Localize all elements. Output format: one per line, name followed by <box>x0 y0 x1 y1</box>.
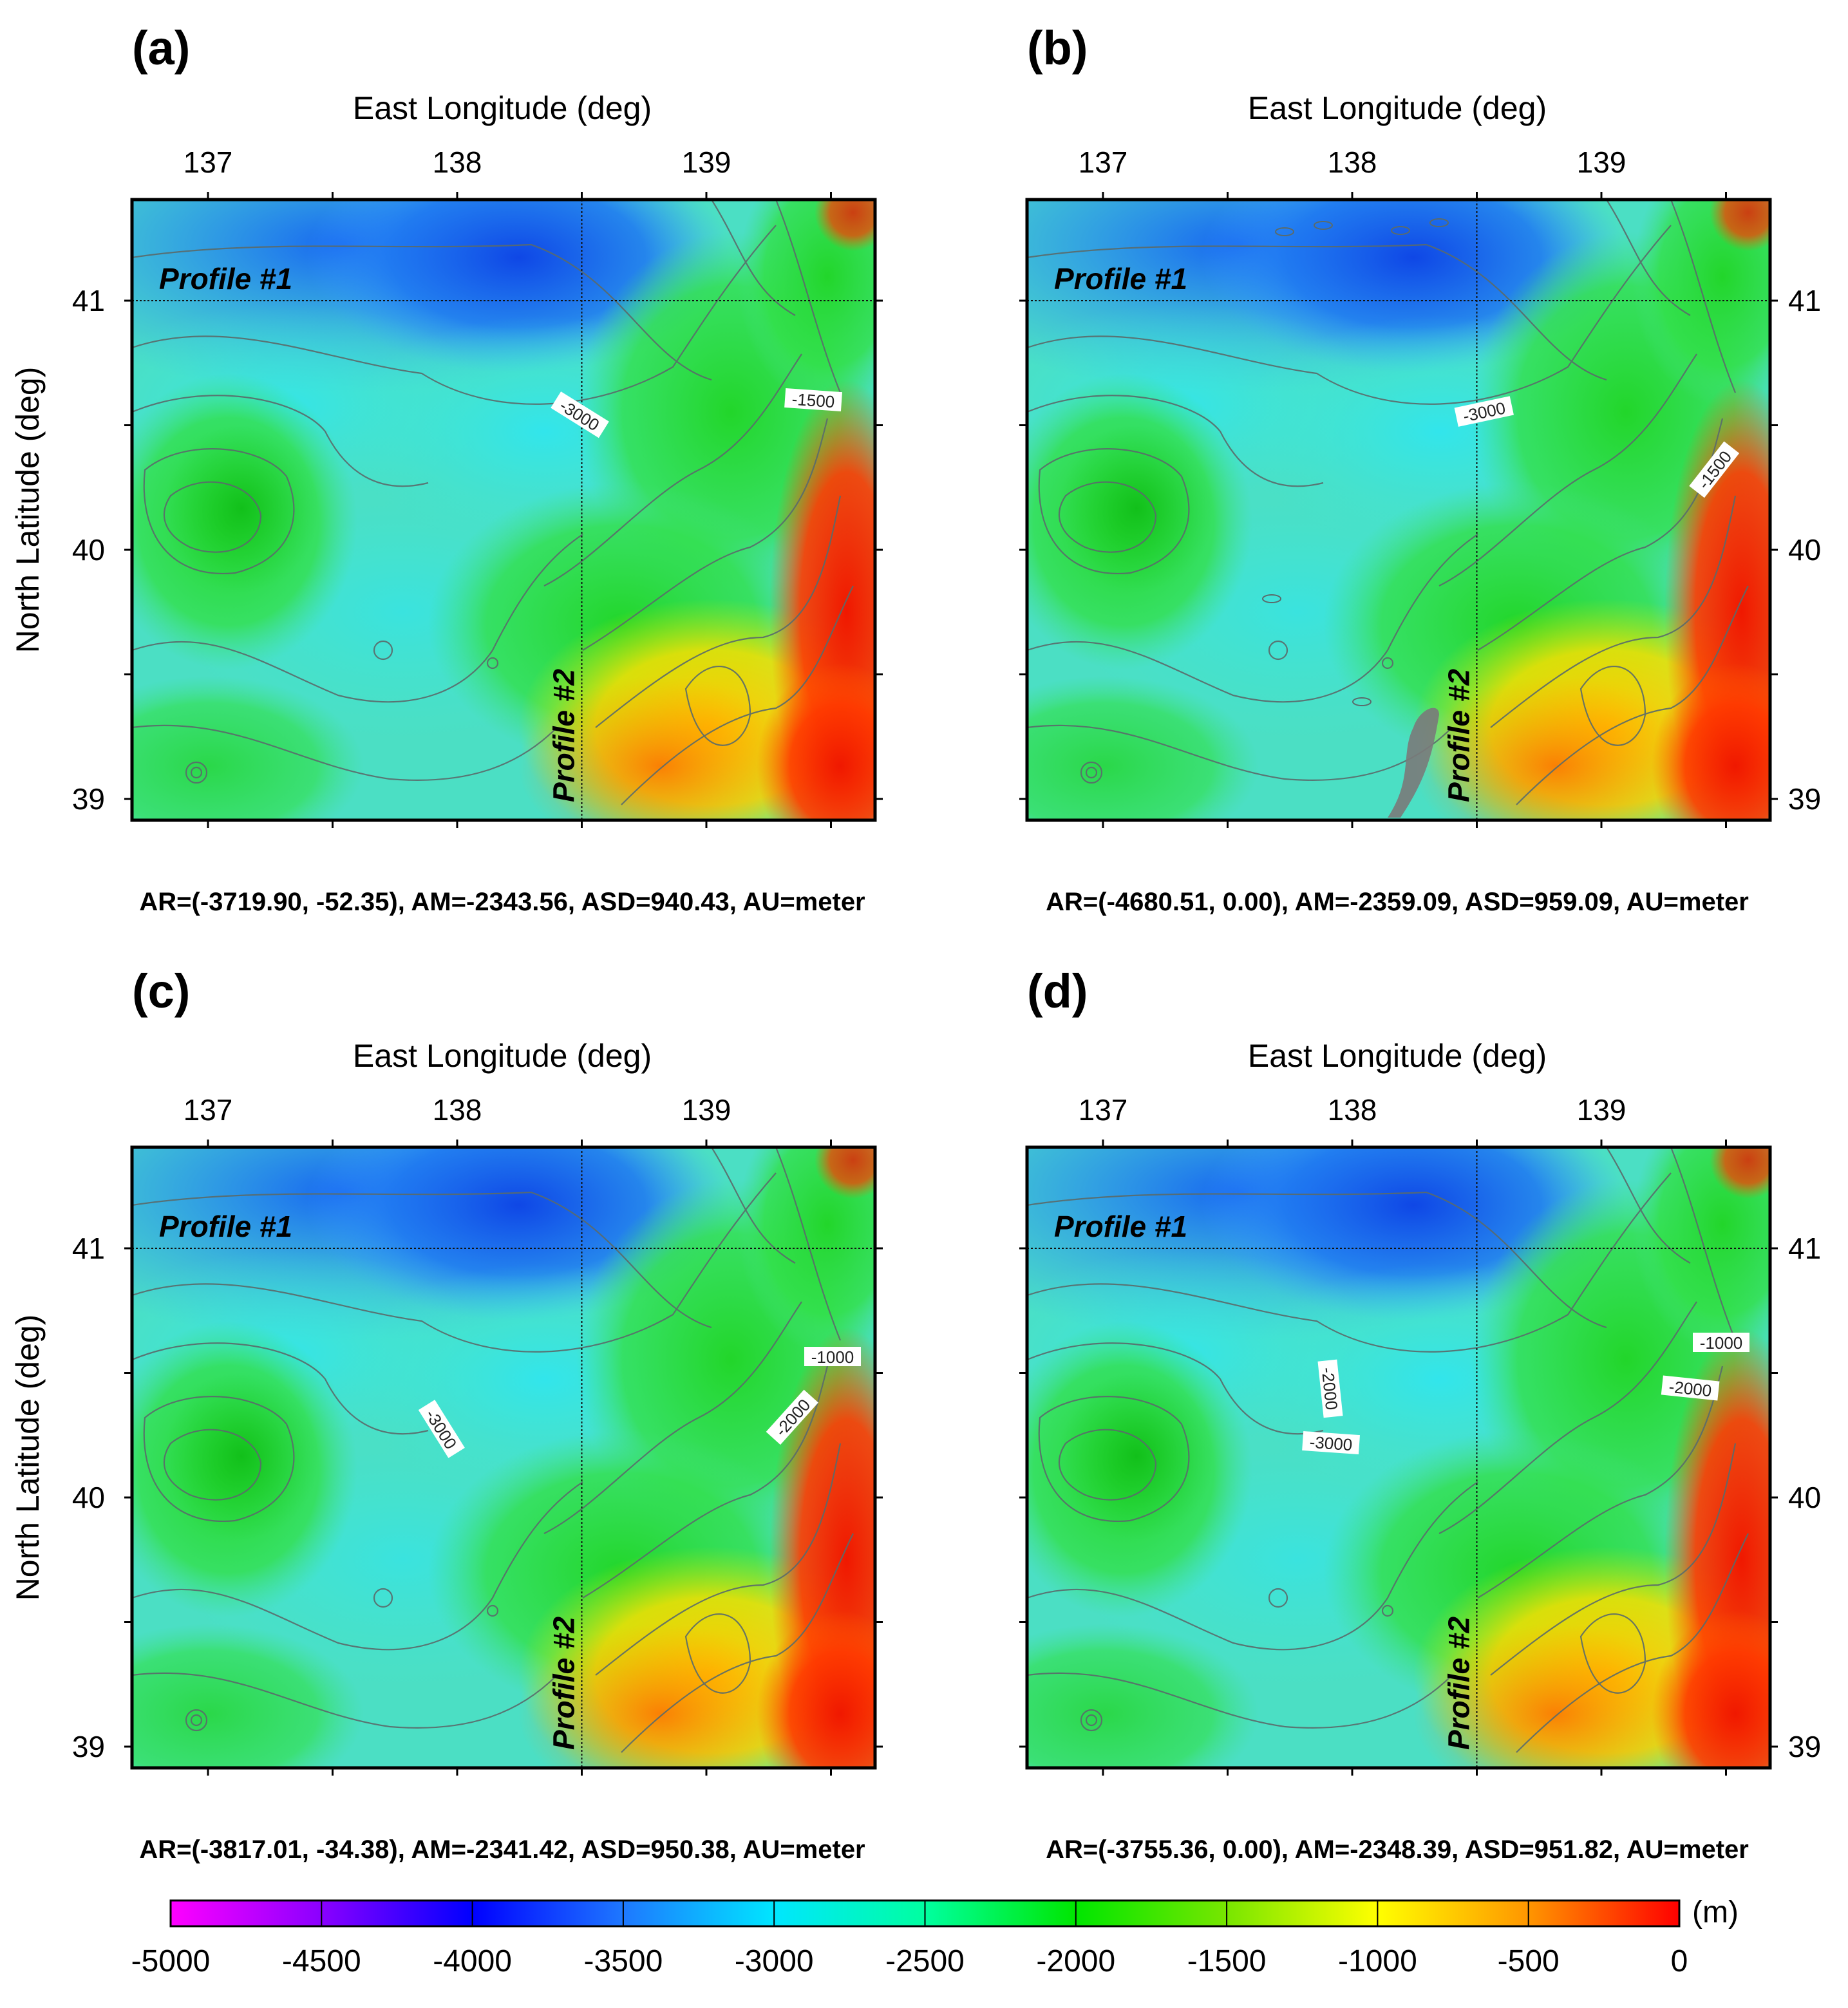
longitude-tick-label: 138 <box>1328 145 1377 179</box>
latitude-tick-label: 40 <box>72 1481 105 1514</box>
colorbar: -5000 -4500 -4000 -3500 -3000 -2500 -2000 -1500… <box>131 1895 1739 1978</box>
statistics-line: AR=(-3755.36, 0.00), AM=-2348.39, ASD=95… <box>1046 1835 1749 1864</box>
longitude-tick-label: 138 <box>433 145 482 179</box>
profile-2-label: Profile #2 <box>1442 668 1476 802</box>
y-axis-title: North Latitude (deg) <box>10 1315 46 1601</box>
statistics-line: AR=(-3719.90, -52.35), AM=-2343.56, ASD=… <box>139 888 865 916</box>
contour-value: -3000 <box>1309 1432 1353 1455</box>
x-axis-title: East Longitude (deg) <box>353 1038 652 1074</box>
latitude-tick-label: 41 <box>72 284 105 317</box>
statistics-line: AR=(-4680.51, 0.00), AM=-2359.09, ASD=95… <box>1046 888 1749 916</box>
longitude-tick-label: 137 <box>184 145 233 179</box>
colorbar-tick-label: -4000 <box>433 1944 512 1978</box>
colorbar-tick-label: -5000 <box>131 1944 211 1978</box>
panel-label: (d) <box>1027 964 1088 1018</box>
profile-2-label: Profile #2 <box>1442 1616 1476 1750</box>
contour-label: -2000 <box>1317 1359 1343 1418</box>
contour-value: -1500 <box>791 389 835 412</box>
bathymetry-map <box>1027 1147 1770 1768</box>
contour-label: -1000 <box>1693 1333 1749 1353</box>
panel-d: Profile #1 Profile #2 -1000 -2000 -3000 -2000… <box>1019 1038 1821 1864</box>
longitude-tick-label: 137 <box>1079 1093 1128 1127</box>
longitude-tick-label: 139 <box>1577 145 1626 179</box>
colorbar-unit: (m) <box>1692 1895 1739 1929</box>
bathymetry-map <box>132 1147 875 1768</box>
colorbar-tick-label: -2000 <box>1036 1944 1115 1978</box>
y-axis-title: North Latitude (deg) <box>10 367 46 653</box>
latitude-tick-label: 39 <box>72 1730 105 1763</box>
colorbar-tick-label: -1500 <box>1187 1944 1267 1978</box>
x-axis-title: East Longitude (deg) <box>1248 1038 1547 1074</box>
colorbar-tick-label: -3500 <box>584 1944 663 1978</box>
longitude-tick-label: 138 <box>1328 1093 1377 1127</box>
longitude-tick-label: 137 <box>1079 145 1128 179</box>
latitude-tick-label: 41 <box>1788 284 1821 317</box>
contour-value: -1000 <box>1700 1333 1743 1353</box>
latitude-tick-label: 40 <box>1788 1481 1821 1514</box>
latitude-tick-label: 39 <box>1788 1730 1821 1763</box>
latitude-tick-label: 39 <box>1788 782 1821 816</box>
bathymetry-map <box>1027 200 1770 820</box>
profile-1-label: Profile #1 <box>1054 1210 1187 1243</box>
contour-value: -2000 <box>1318 1366 1342 1411</box>
latitude-tick-label: 41 <box>72 1232 105 1265</box>
longitude-tick-label: 139 <box>682 145 731 179</box>
map-frame <box>1025 1145 1772 1770</box>
panel-label: (b) <box>1027 21 1088 75</box>
longitude-tick-label: 139 <box>682 1093 731 1127</box>
map-frame <box>1025 198 1772 822</box>
colorbar-tick-label: -500 <box>1498 1944 1560 1978</box>
panel-label: (c) <box>132 964 190 1018</box>
statistics-line: AR=(-3817.01, -34.38), AM=-2341.42, ASD=… <box>139 1835 865 1864</box>
contour-label: -1000 <box>804 1347 861 1367</box>
map-frame <box>130 1145 877 1770</box>
latitude-tick-label: 40 <box>1788 533 1821 567</box>
profile-1-label: Profile #1 <box>159 1210 292 1243</box>
longitude-tick-label: 137 <box>184 1093 233 1127</box>
contour-value: -2000 <box>1668 1377 1712 1401</box>
colorbar-tick-label: -1000 <box>1338 1944 1417 1978</box>
contour-value: -1000 <box>811 1347 854 1367</box>
colorbar-tick-label: -4500 <box>282 1944 361 1978</box>
latitude-tick-label: 41 <box>1788 1232 1821 1265</box>
colorbar-tick-label: -2500 <box>885 1944 965 1978</box>
map-frame <box>130 198 877 822</box>
latitude-tick-label: 39 <box>72 782 105 816</box>
longitude-tick-label: 139 <box>1577 1093 1626 1127</box>
bathymetry-map <box>132 200 875 820</box>
colorbar-tick-label: -3000 <box>735 1944 814 1978</box>
x-axis-title: East Longitude (deg) <box>1248 90 1547 126</box>
contour-label: -1500 <box>784 388 843 412</box>
panel-label: (a) <box>132 21 190 75</box>
x-axis-title: East Longitude (deg) <box>353 90 652 126</box>
contour-label: -2000 <box>1661 1375 1720 1401</box>
latitude-tick-label: 40 <box>72 533 105 567</box>
contour-label: -3000 <box>1302 1431 1361 1455</box>
profile-2-label: Profile #2 <box>547 1616 581 1750</box>
colorbar-tick-label: 0 <box>1671 1944 1688 1978</box>
longitude-tick-label: 138 <box>433 1093 482 1127</box>
profile-1-label: Profile #1 <box>1054 262 1187 296</box>
profile-2-label: Profile #2 <box>547 668 581 802</box>
profile-1-label: Profile #1 <box>159 262 292 296</box>
